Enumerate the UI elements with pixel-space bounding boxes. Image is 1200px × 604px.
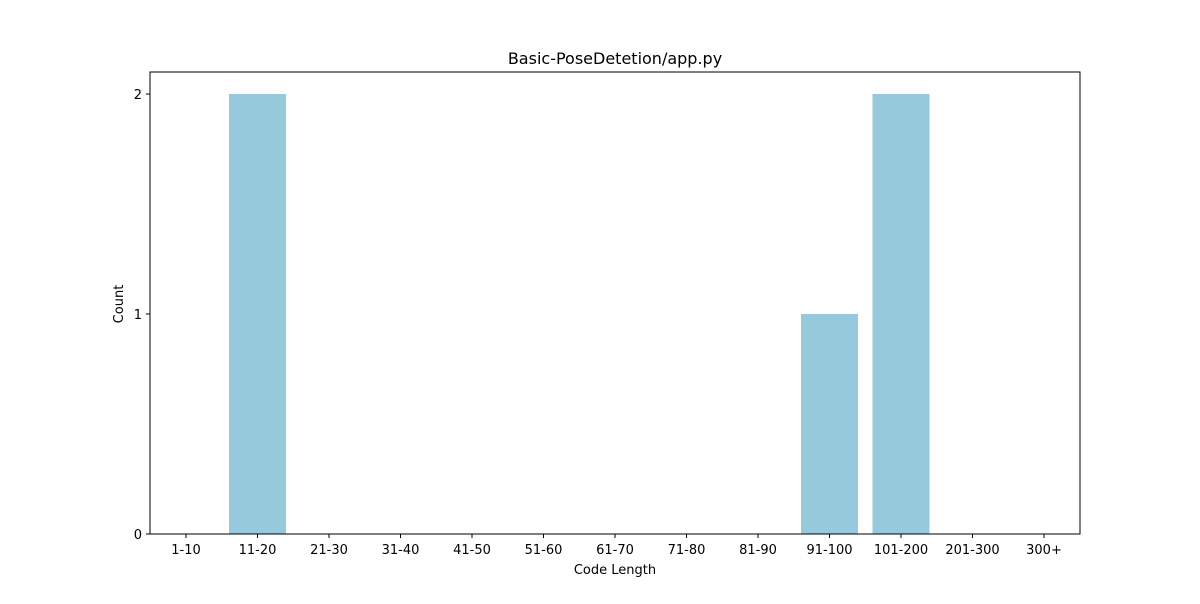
bar-101-200 (872, 94, 930, 534)
x-tick-label: 51-60 (525, 543, 563, 558)
x-tick-label: 71-80 (668, 543, 706, 558)
x-axis-label: Code Length (574, 563, 656, 578)
x-tick-label: 81-90 (739, 543, 777, 558)
y-tick-label: 0 (134, 528, 142, 543)
x-tick-label: 31-40 (382, 543, 420, 558)
y-tick-label: 2 (134, 88, 142, 103)
bar-11-20 (229, 94, 286, 534)
bar-91-100 (801, 314, 858, 534)
x-tick-label: 1-10 (171, 543, 201, 558)
y-tick-label: 1 (134, 308, 142, 323)
x-tick-label: 300+ (1026, 543, 1062, 558)
x-tick-label: 101-200 (874, 543, 928, 558)
y-axis-label: Count (112, 285, 127, 324)
x-tick-label: 61-70 (596, 543, 634, 558)
bars-layer (229, 94, 930, 534)
x-tick-label: 21-30 (310, 543, 348, 558)
x-tick-label: 41-50 (453, 543, 491, 558)
x-tick-label: 11-20 (239, 543, 277, 558)
ticks-layer: 1-10 11-20 21-30 31-40 41-50 51-60 61-70 71-80 8… (134, 88, 1062, 558)
x-tick-label: 201-300 (945, 543, 999, 558)
chart-title: Basic-PoseDetetion/app.py (508, 49, 722, 68)
plot-area-frame (149, 71, 1081, 535)
x-tick-label: 91-100 (806, 543, 852, 558)
